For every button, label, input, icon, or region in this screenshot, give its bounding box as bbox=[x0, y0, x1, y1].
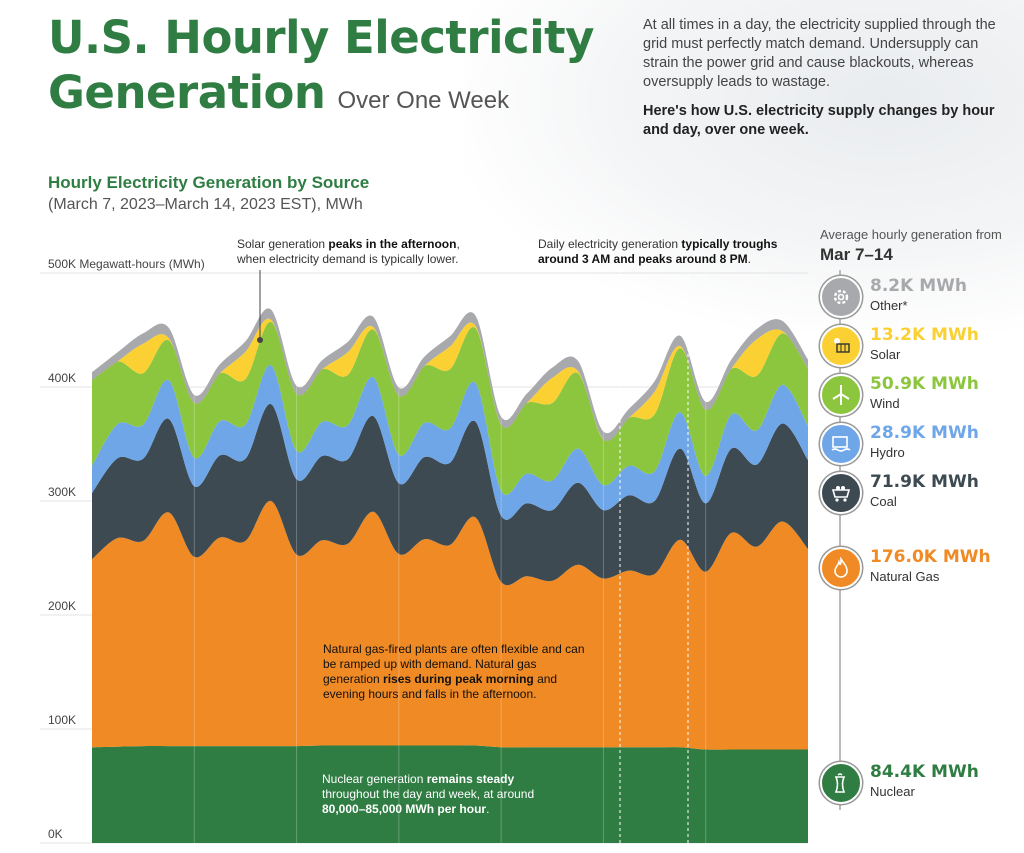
annotation-gas-bold: rises during peak morning bbox=[383, 672, 534, 686]
area-solar bbox=[92, 318, 808, 442]
legend-period: Mar 7–14 bbox=[820, 245, 893, 264]
title-line-2-text: Generation bbox=[48, 66, 326, 119]
legend-label: Wind bbox=[870, 396, 900, 411]
annotation-nuclear-text: Nuclear generation bbox=[322, 772, 427, 786]
annotation-solar-text: Solar generation bbox=[237, 237, 329, 251]
y-axis: 0K 100K 200K 300K 400K 500K Megawatt-hours (M… bbox=[48, 257, 205, 841]
vertical-day-gridlines bbox=[193, 270, 707, 843]
legend-value: 28.9K MWh bbox=[870, 423, 979, 443]
annotation-nuclear-text-2: throughout the day and week, at around bbox=[322, 787, 535, 801]
y-tick-label: 400K bbox=[48, 371, 76, 385]
annotation-nuclear-bold-1: remains steady bbox=[426, 772, 515, 786]
annotation-markers bbox=[257, 270, 689, 843]
area-wind bbox=[92, 321, 808, 495]
annotation-nuclear-text-3: . bbox=[486, 802, 490, 816]
page-title: U.S. Hourly Electricity Generation Over O… bbox=[48, 10, 594, 128]
annotation-solar-bold: peaks in the afternoon bbox=[328, 237, 457, 251]
annotation-gas-text: Natural gas-fired plants are often flexi… bbox=[323, 642, 585, 686]
intro-highlight: Here's how U.S. electricity supply chang… bbox=[643, 103, 995, 138]
solar-annotation-dot bbox=[257, 337, 263, 343]
annotation-daily-text-2: . bbox=[747, 252, 751, 266]
annotation-daily-bold: typically troughs around 3 AM and peaks … bbox=[538, 237, 778, 266]
intro-paragraph: At all times in a day, the electricity s… bbox=[643, 17, 996, 90]
cooling-tower-icon bbox=[820, 762, 862, 804]
legend-value: 71.9K MWh bbox=[870, 472, 979, 492]
y-tick-label: 0K bbox=[48, 827, 63, 841]
legend-label: Hydro bbox=[870, 445, 905, 460]
wind-turbine-icon bbox=[820, 374, 862, 416]
area-coal bbox=[92, 403, 808, 586]
area-nuclear bbox=[92, 745, 808, 843]
legend-label: Nuclear bbox=[870, 784, 915, 799]
gear-icon bbox=[820, 276, 862, 318]
legend-label: Solar bbox=[870, 347, 901, 362]
area-hydro bbox=[92, 365, 808, 520]
legend-value: 8.2K MWh bbox=[870, 276, 967, 296]
legend-label: Other* bbox=[870, 298, 908, 313]
legend-label: Coal bbox=[870, 494, 897, 509]
annotation-solar: Solar generation peaks in the afternoon,… bbox=[237, 237, 487, 267]
intro-text: At all times in a day, the electricity s… bbox=[643, 16, 1003, 140]
legend-value: 84.4K MWh bbox=[870, 762, 979, 782]
y-tick-label: 500K Megawatt-hours (MWh) bbox=[48, 257, 205, 271]
annotation-daily-text: Daily electricity generation bbox=[538, 237, 682, 251]
dam-icon bbox=[820, 423, 862, 465]
annotation-solar-text-2: , when electricity demand is typically l… bbox=[237, 237, 460, 266]
solar-panel-icon bbox=[820, 325, 862, 367]
annotation-gas-text-2: and evening hours and falls in the after… bbox=[323, 672, 558, 701]
legend-value: 50.9K MWh bbox=[870, 374, 979, 394]
legend-connector-line bbox=[839, 270, 841, 810]
background-cloud bbox=[464, 0, 1024, 330]
title-line-1: U.S. Hourly Electricity bbox=[48, 11, 594, 64]
y-tick-label: 200K bbox=[48, 599, 76, 613]
annotation-natural-gas: Natural gas-fired plants are often flexi… bbox=[323, 642, 585, 702]
flame-icon bbox=[820, 547, 862, 589]
legend-label: Natural Gas bbox=[870, 569, 940, 584]
page-subtitle: Over One Week bbox=[337, 87, 510, 114]
annotation-daily: Daily electricity generation typically t… bbox=[538, 237, 798, 267]
y-tick-label: 300K bbox=[48, 485, 76, 499]
y-tick-label: 100K bbox=[48, 713, 76, 727]
area-series-group bbox=[92, 308, 808, 843]
chart-title: Hourly Electricity Generation by Source bbox=[48, 173, 370, 192]
legend-value: 13.2K MWh bbox=[870, 325, 979, 345]
title-line-2: Generation Over One Week bbox=[48, 65, 594, 128]
annotation-nuclear-bold-2: 80,000–85,000 MWh per hour bbox=[322, 802, 487, 816]
legend-value: 176.0K MWh bbox=[870, 547, 991, 567]
annotation-nuclear: Nuclear generation remains steady throug… bbox=[322, 772, 562, 817]
area-natural-gas bbox=[92, 500, 808, 750]
coal-cart-icon bbox=[820, 472, 862, 514]
legend-heading: Average hourly generation from bbox=[820, 227, 1002, 242]
chart-subtitle: (March 7, 2023–March 14, 2023 EST), MWh bbox=[48, 196, 363, 213]
